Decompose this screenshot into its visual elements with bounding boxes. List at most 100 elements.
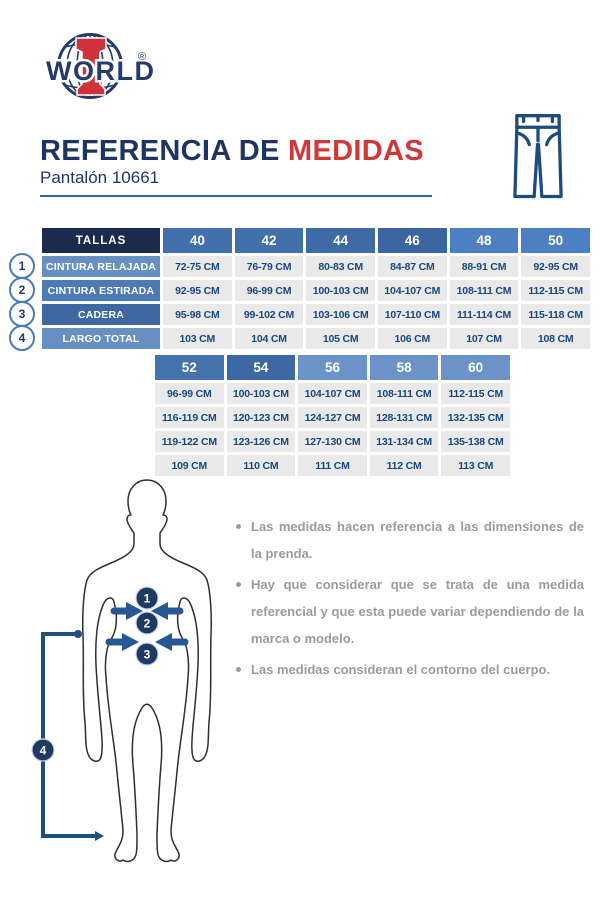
product-subtitle: Pantalón 10661 bbox=[40, 168, 160, 188]
measurement-value-cell: 127-130 CM bbox=[298, 431, 367, 452]
measurement-value-cell: 111 CM bbox=[298, 455, 367, 476]
measurement-value-cell: 92-95 CM bbox=[521, 256, 590, 277]
title-block: REFERENCIA DE MEDIDAS Pantalón 10661 bbox=[40, 136, 510, 198]
measurement-value-cell: 103 CM bbox=[163, 328, 232, 349]
row-label-1: 1 CINTURA RELAJADA bbox=[9, 253, 160, 279]
pants-icon bbox=[513, 114, 563, 199]
measurement-value-cell: 112 CM bbox=[369, 455, 439, 476]
measurement-value-cell: 88-91 CM bbox=[449, 256, 519, 277]
size-table-40-50: TALLAS 40 42 44 46 48 50 1 CINTURA RELAJADA 72-75… bbox=[9, 228, 590, 351]
size-header-58: 58 bbox=[369, 355, 439, 380]
measurement-value-cell: 112-115 CM bbox=[521, 280, 590, 301]
measurement-value-cell: 95-98 CM bbox=[163, 304, 232, 325]
marker-label-1: 1 bbox=[144, 592, 151, 606]
row-label-text: LARGO TOTAL bbox=[62, 332, 140, 345]
size-header-60: 60 bbox=[441, 355, 510, 380]
page-title: REFERENCIA DE MEDIDAS bbox=[40, 136, 510, 166]
marker-circle-4 bbox=[31, 738, 55, 762]
row-number-badge: 1 bbox=[9, 253, 35, 279]
measurement-value-cell: 110 CM bbox=[226, 455, 296, 476]
measure-line-dot bbox=[74, 630, 82, 638]
bullet-dot bbox=[236, 667, 241, 673]
marker-circle-1 bbox=[135, 586, 159, 610]
measurement-value-cell: 104-107 CM bbox=[377, 280, 447, 301]
measurement-value-cell: 84-87 CM bbox=[377, 256, 447, 277]
measurement-value-cell: 76-79 CM bbox=[234, 256, 304, 277]
measurement-value-cell: 92-95 CM bbox=[163, 280, 232, 301]
hip-arrow-right bbox=[155, 633, 172, 651]
measurement-value-cell: 72-75 CM bbox=[163, 256, 232, 277]
measurement-value-cell: 132-135 CM bbox=[441, 407, 510, 428]
hip-arrow-left bbox=[122, 633, 139, 651]
length-measure-line bbox=[41, 632, 95, 838]
measurement-value-cell: 113 CM bbox=[441, 455, 510, 476]
size-header-44: 44 bbox=[306, 228, 375, 253]
measurement-value-cell: 128-131 CM bbox=[369, 407, 439, 428]
measurement-value-cell: 99-102 CM bbox=[234, 304, 304, 325]
size-header-56: 56 bbox=[298, 355, 367, 380]
measurement-value-cell: 131-134 CM bbox=[369, 431, 439, 452]
measure-line-arrow bbox=[95, 831, 104, 841]
marker-label-3: 3 bbox=[144, 648, 151, 662]
measurement-value-cell: 115-118 CM bbox=[521, 304, 590, 325]
measurement-value-cell: 119-122 CM bbox=[155, 431, 224, 452]
marker-circle-3 bbox=[135, 642, 159, 666]
measurement-value-cell: 111-114 CM bbox=[449, 304, 519, 325]
row-number-badge: 4 bbox=[9, 325, 35, 351]
measurement-value-cell: 124-127 CM bbox=[298, 407, 367, 428]
logo-wordmark: WORLD bbox=[46, 56, 155, 86]
sizes-corner-label: TALLAS bbox=[42, 228, 160, 253]
measurement-value-cell: 107 CM bbox=[449, 328, 519, 349]
measurement-value-cell: 106 CM bbox=[377, 328, 447, 349]
row-number-badge: 3 bbox=[9, 301, 35, 327]
size-header-40: 40 bbox=[163, 228, 232, 253]
size-chart: TALLAS 40 42 44 46 48 50 1 CINTURA RELAJADA 72-75… bbox=[9, 228, 590, 476]
measurement-value-cell: 100-103 CM bbox=[226, 383, 296, 404]
bullet-dot bbox=[236, 582, 241, 588]
size-header-42: 42 bbox=[234, 228, 304, 253]
measurement-value-cell: 120-123 CM bbox=[226, 407, 296, 428]
title-accent: MEDIDAS bbox=[288, 135, 424, 167]
size-header-50: 50 bbox=[521, 228, 590, 253]
measurement-value-cell: 123-126 CM bbox=[226, 431, 296, 452]
row-label-text: CADERA bbox=[77, 308, 125, 321]
row-number-badge: 2 bbox=[9, 277, 35, 303]
size-header-52: 52 bbox=[155, 355, 224, 380]
row-label-4: 4 LARGO TOTAL bbox=[9, 325, 160, 351]
measurement-value-cell: 104-107 CM bbox=[298, 383, 367, 404]
measurement-value-cell: 103-106 CM bbox=[306, 304, 375, 325]
title-divider bbox=[40, 195, 432, 198]
size-header-48: 48 bbox=[449, 228, 519, 253]
measurement-value-cell: 109 CM bbox=[155, 455, 224, 476]
measurement-value-cell: 135-138 CM bbox=[441, 431, 510, 452]
measurement-value-cell: 96-99 CM bbox=[155, 383, 224, 404]
marker-label-4: 4 bbox=[40, 744, 47, 758]
row-label-text: CINTURA ESTIRADA bbox=[47, 284, 155, 297]
note-item: Hay que considerar que se trata de una m… bbox=[236, 572, 584, 652]
note-text: Las medidas hacen referencia a las dimen… bbox=[251, 519, 584, 561]
size-header-46: 46 bbox=[377, 228, 447, 253]
measurement-value-cell: 80-83 CM bbox=[306, 256, 375, 277]
bullet-dot bbox=[236, 524, 241, 529]
marker-circle-2 bbox=[135, 611, 159, 635]
row-label-3: 3 CADERA bbox=[9, 301, 160, 327]
world-globe-logo: WORLD ® bbox=[44, 33, 156, 99]
measurement-value-cell: 96-99 CM bbox=[234, 280, 304, 301]
measurement-value-cell: 108-111 CM bbox=[449, 280, 519, 301]
measurement-value-cell: 105 CM bbox=[306, 328, 375, 349]
note-item: Las medidas consideran el contorno del c… bbox=[236, 657, 584, 684]
row-label-text: CINTURA RELAJADA bbox=[45, 260, 157, 273]
measurement-value-cell: 112-115 CM bbox=[441, 383, 510, 404]
body-outline bbox=[82, 479, 212, 863]
measurement-value-cell: 116-119 CM bbox=[155, 407, 224, 428]
waist-arrow-left bbox=[126, 602, 143, 620]
waist-arrow-right bbox=[151, 602, 168, 620]
measurement-value-cell: 108-111 CM bbox=[369, 383, 439, 404]
notes-list: Las medidas hacen referencia a las dimen… bbox=[236, 514, 584, 689]
note-item: Las medidas hacen referencia a las dimen… bbox=[236, 514, 584, 567]
size-header-54: 54 bbox=[226, 355, 296, 380]
note-text: Las medidas consideran el contorno del c… bbox=[251, 662, 551, 678]
logo-letter-t bbox=[75, 37, 107, 96]
title-primary: REFERENCIA DE bbox=[40, 135, 280, 167]
